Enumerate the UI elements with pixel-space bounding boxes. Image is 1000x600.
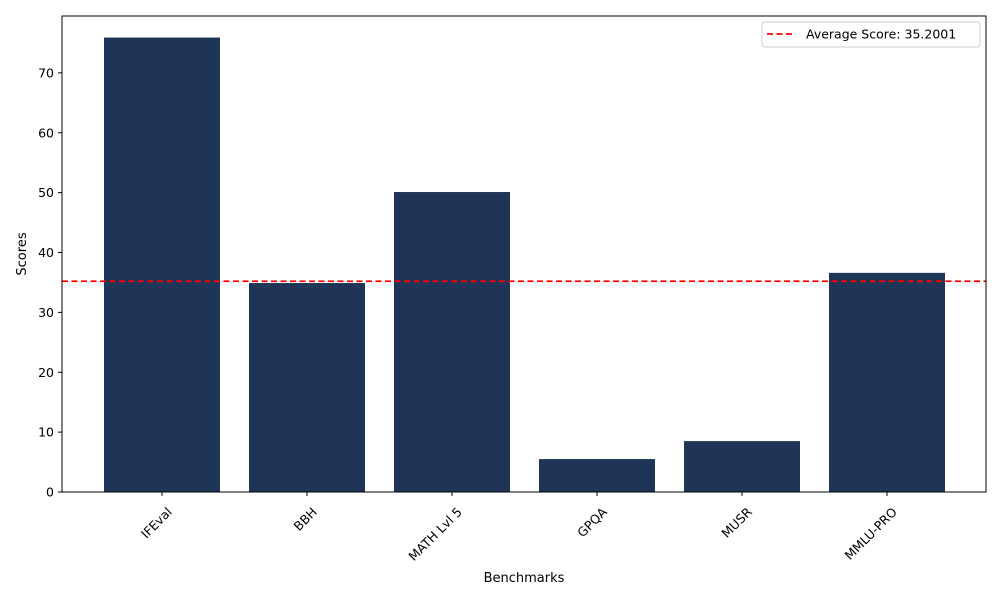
y-tick-label: 10: [38, 425, 54, 440]
bar-gpqa: [539, 459, 655, 492]
legend-box: [761, 21, 981, 48]
bars-group: [104, 37, 945, 492]
bar-math-lvl-5: [394, 192, 510, 492]
legend: Average Score: 35.2001: [761, 21, 981, 48]
bar-mmlu-pro: [829, 272, 945, 492]
y-tick-label: 50: [38, 185, 54, 200]
x-tick-label: IFEval: [138, 504, 175, 541]
y-axis-ticks: 0 10 20 30 40 50 60 70: [38, 65, 62, 500]
legend-label: Average Score: 35.2001: [806, 27, 956, 42]
y-tick-label: 30: [38, 305, 54, 320]
y-tick-label: 40: [38, 245, 54, 260]
y-tick-label: 0: [46, 485, 54, 500]
bar-bbh: [249, 283, 365, 492]
x-tick-label: GPQA: [574, 504, 610, 540]
x-tick-label: MATH Lvl 5: [405, 504, 464, 563]
x-tick-label: MUSR: [718, 504, 755, 541]
x-tick-label: BBH: [291, 504, 320, 533]
plot-frame: [61, 15, 987, 493]
bar-ifeval: [104, 37, 220, 492]
y-tick-label: 70: [38, 65, 54, 80]
x-tick-label: MMLU-PRO: [841, 504, 900, 563]
x-axis-label: Benchmarks: [484, 571, 565, 586]
y-tick-label: 60: [38, 125, 54, 140]
bar-musr: [684, 441, 800, 492]
y-tick-label: 20: [38, 365, 54, 380]
y-axis-label: Scores: [15, 232, 30, 275]
x-axis-ticks: IFEval BBH MATH Lvl 5 GPQA MUSR MMLU-PRO: [138, 492, 900, 564]
